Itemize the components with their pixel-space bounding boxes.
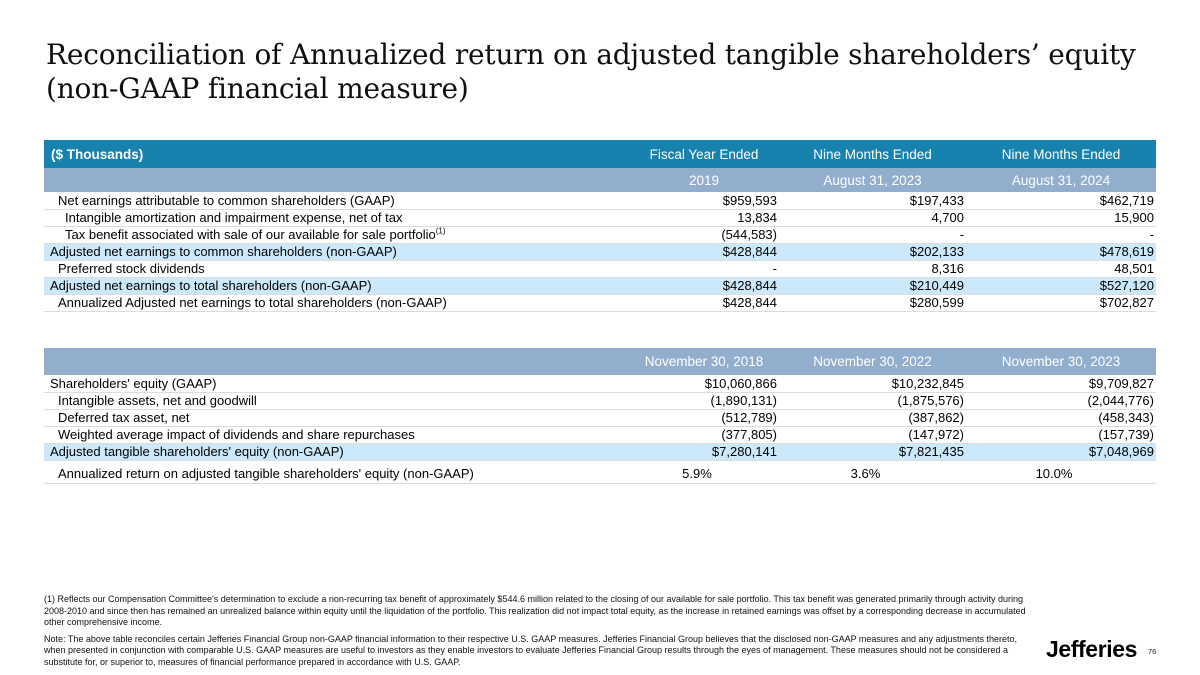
cell-value: (1,890,131) — [629, 392, 779, 410]
cell-value: $202,133 — [779, 243, 966, 261]
footnote-1: (1) Reflects our Compensation Committee'… — [44, 594, 1026, 627]
cell-value: (544,583) — [629, 226, 779, 244]
subheader-aug-2024: August 31, 2024 — [966, 168, 1156, 192]
table-row: Annualized Adjusted net earnings to tota… — [44, 294, 1156, 312]
table-header-row: November 30, 2018 November 30, 2022 Nove… — [44, 348, 1156, 375]
cell-value: $478,619 — [966, 243, 1156, 261]
jefferies-logo: Jefferies — [1046, 636, 1138, 662]
cell-value: $7,048,969 — [966, 443, 1156, 461]
spacer-row — [44, 460, 1156, 464]
cell-value: 3.6% — [779, 464, 966, 484]
cell-value: $280,599 — [779, 294, 966, 312]
table-row-highlighted: Adjusted net earnings to total sharehold… — [44, 277, 1156, 295]
title-line-1: Reconciliation of Annualized return on a… — [46, 38, 1136, 71]
cell-value: $10,232,845 — [779, 375, 966, 393]
cell-value: $428,844 — [629, 294, 779, 312]
cell-value: $462,719 — [966, 192, 1156, 210]
cell-value: $10,060,866 — [629, 375, 779, 393]
cell-value: - — [629, 260, 779, 278]
cell-value: $428,844 — [629, 243, 779, 261]
table-row: Shareholders' equity (GAAP) $10,060,866 … — [44, 375, 1156, 393]
table-row: Weighted average impact of dividends and… — [44, 426, 1156, 444]
row-label: Weighted average impact of dividends and… — [44, 426, 629, 444]
table-row-highlighted: Adjusted net earnings to common sharehol… — [44, 243, 1156, 261]
cell-value: $7,280,141 — [629, 443, 779, 461]
row-label: Deferred tax asset, net — [44, 409, 629, 427]
row-label: Adjusted tangible shareholders' equity (… — [44, 443, 629, 461]
row-label: Annualized return on adjusted tangible s… — [44, 464, 629, 484]
cell-value: (1,875,576) — [779, 392, 966, 410]
subheader-aug-2023: August 31, 2023 — [779, 168, 966, 192]
equity-reconciliation-table: November 30, 2018 November 30, 2022 Nove… — [44, 348, 1156, 484]
cell-value: 8,316 — [779, 260, 966, 278]
cell-value: (512,789) — [629, 409, 779, 427]
cell-value: $9,709,827 — [966, 375, 1156, 393]
subheader-empty — [44, 168, 629, 192]
cell-value: $210,449 — [779, 277, 966, 295]
column-header-nine-months-2024: Nine Months Ended — [966, 140, 1156, 168]
cell-value: (2,044,776) — [966, 392, 1156, 410]
table-row-highlighted: Adjusted tangible shareholders' equity (… — [44, 443, 1156, 461]
cell-value: $197,433 — [779, 192, 966, 210]
column-header-nov-2023: November 30, 2023 — [966, 348, 1156, 375]
row-label: Annualized Adjusted net earnings to tota… — [44, 294, 629, 312]
cell-value: (147,972) — [779, 426, 966, 444]
table-row: Intangible amortization and impairment e… — [44, 209, 1156, 227]
cell-value: $527,120 — [966, 277, 1156, 295]
units-label: ($ Thousands) — [44, 140, 629, 168]
cell-value: (157,739) — [966, 426, 1156, 444]
cell-value: - — [779, 226, 966, 244]
cell-value: (387,862) — [779, 409, 966, 427]
cell-value: $428,844 — [629, 277, 779, 295]
title-line-2: (non-GAAP financial measure) — [46, 72, 469, 105]
row-label: Intangible amortization and impairment e… — [44, 209, 629, 227]
page-title: Reconciliation of Annualized return on a… — [46, 38, 1176, 106]
header-empty — [44, 348, 629, 375]
cell-value: 10.0% — [966, 464, 1156, 484]
column-header-nov-2018: November 30, 2018 — [629, 348, 779, 375]
table-row: Tax benefit associated with sale of our … — [44, 226, 1156, 244]
table-header-row: ($ Thousands) Fiscal Year Ended Nine Mon… — [44, 140, 1156, 168]
table-row: Intangible assets, net and goodwill (1,8… — [44, 392, 1156, 410]
footnote-note: Note: The above table reconciles certain… — [44, 633, 1018, 667]
table-row: Net earnings attributable to common shar… — [44, 192, 1156, 210]
row-label: Shareholders' equity (GAAP) — [44, 375, 629, 393]
row-label: Adjusted net earnings to common sharehol… — [44, 243, 629, 261]
column-header-nine-months-2023: Nine Months Ended — [779, 140, 966, 168]
cell-value: (458,343) — [966, 409, 1156, 427]
page-number: 76 — [1148, 647, 1157, 656]
column-header-nov-2022: November 30, 2022 — [779, 348, 966, 375]
table-row-annualized-return: Annualized return on adjusted tangible s… — [44, 464, 1156, 484]
footnotes: (1) Reflects our Compensation Committee'… — [44, 594, 1036, 673]
row-label: Adjusted net earnings to total sharehold… — [44, 277, 629, 295]
cell-value: 48,501 — [966, 260, 1156, 278]
row-label: Preferred stock dividends — [44, 260, 629, 278]
cell-value: 4,700 — [779, 209, 966, 227]
table-row: Deferred tax asset, net (512,789) (387,8… — [44, 409, 1156, 427]
row-label-text: Tax benefit associated with sale of our … — [65, 227, 436, 242]
subheader-2019: 2019 — [629, 168, 779, 192]
cell-value: $702,827 — [966, 294, 1156, 312]
cell-value: $959,593 — [629, 192, 779, 210]
cell-value: - — [966, 226, 1156, 244]
cell-value: (377,805) — [629, 426, 779, 444]
cell-value: 13,834 — [629, 209, 779, 227]
cell-value: 15,900 — [966, 209, 1156, 227]
footnote-reference: (1) — [435, 226, 446, 236]
cell-value: $7,821,435 — [779, 443, 966, 461]
column-header-fiscal-year: Fiscal Year Ended — [629, 140, 779, 168]
row-label: Tax benefit associated with sale of our … — [44, 226, 629, 244]
row-label: Intangible assets, net and goodwill — [44, 392, 629, 410]
earnings-reconciliation-table: ($ Thousands) Fiscal Year Ended Nine Mon… — [44, 140, 1156, 312]
table-row: Preferred stock dividends - 8,316 48,501 — [44, 260, 1156, 278]
row-label: Net earnings attributable to common shar… — [44, 192, 629, 210]
cell-value: 5.9% — [629, 464, 779, 484]
table-subheader-row: 2019 August 31, 2023 August 31, 2024 — [44, 168, 1156, 192]
